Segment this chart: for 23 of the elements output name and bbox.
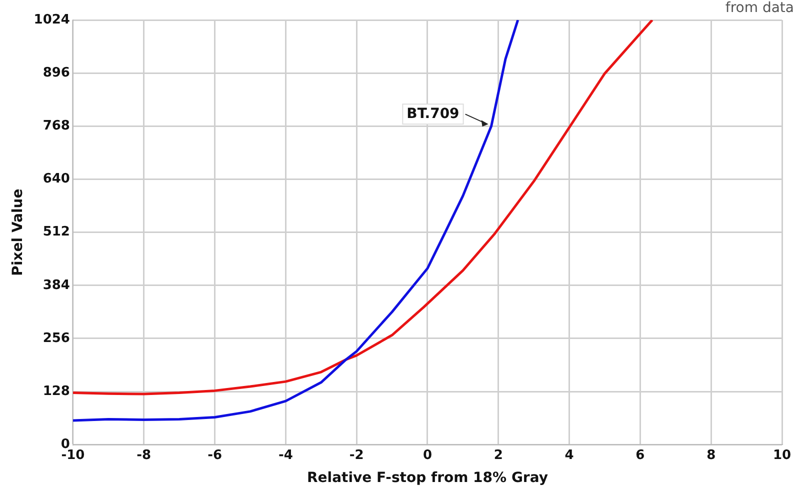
y-tick-label: 1024 [34, 12, 70, 28]
y-tick-label: 512 [42, 224, 70, 240]
y-tick-label: 640 [42, 172, 70, 187]
x-tick-label: 2 [494, 448, 503, 463]
y-tick-label: 896 [42, 65, 70, 80]
x-tick-label: 8 [706, 448, 716, 463]
x-tick-label: -8 [136, 448, 152, 463]
x-tick-label: -2 [349, 448, 364, 463]
x-tick-label: 10 [772, 448, 792, 463]
x-tick-label: 4 [564, 448, 574, 463]
x-axis-title: Relative F-stop from 18% Gray [306, 470, 548, 486]
y-tick-label: 768 [42, 118, 70, 134]
x-tick-label: -4 [278, 448, 293, 463]
text: from data [725, 0, 794, 16]
y-tick-label: 384 [42, 278, 70, 293]
x-tick-label: 6 [636, 448, 645, 463]
x-tick-label: -10 [61, 448, 85, 463]
y-tick-label: 128 [42, 384, 70, 399]
x-tick-label: -6 [208, 448, 222, 463]
x-tick-label: 0 [422, 448, 432, 463]
y-tick-label: 256 [42, 330, 70, 346]
y-axis-title: Pixel Value [10, 188, 26, 276]
text: BT.709 [406, 106, 460, 122]
